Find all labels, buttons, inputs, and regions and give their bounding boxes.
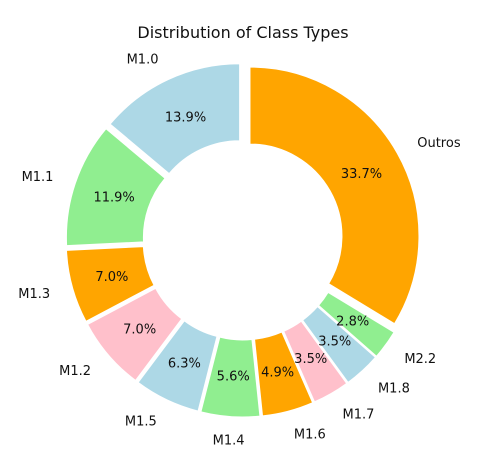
slice-m1-6: [253, 331, 314, 417]
category-label: M1.4: [213, 433, 245, 448]
slice-m1-1: [65, 128, 166, 247]
slice-m2-2: [317, 291, 395, 357]
slice-m1-7: [283, 320, 348, 403]
category-label: M1.1: [22, 170, 54, 185]
percent-label: 6.3%: [168, 357, 201, 372]
category-label: M1.0: [127, 53, 159, 68]
percent-label: 5.6%: [217, 370, 250, 385]
slice-m1-2: [86, 287, 183, 382]
slice-m1-5: [137, 320, 218, 412]
slice-outros: [249, 66, 420, 325]
category-label: Outros: [417, 136, 461, 151]
category-labels-group: Outros M2.2 M1.8M1.7 M1.6 M1.4 M1.5 M1.2 M1.3 M1…: [18, 53, 461, 449]
category-label: M1.3: [18, 287, 50, 302]
category-label: M1.8: [378, 382, 410, 397]
slices-group: [65, 63, 420, 418]
category-label: M1.7: [343, 407, 375, 422]
percent-labels-group: 33.7%2.8%3.5%3.5%4.9%5.6%6.3%7.0%7.0%11.…: [93, 111, 382, 385]
percent-label: 33.7%: [341, 167, 382, 182]
slice-m1-0: [109, 63, 241, 175]
chart-title: Distribution of Class Types: [137, 23, 348, 42]
slice-m1-3: [65, 246, 155, 323]
category-label: M1.6: [294, 427, 326, 442]
percent-label: 3.5%: [318, 334, 351, 349]
percent-label: 7.0%: [123, 322, 156, 337]
category-label: M2.2: [404, 352, 436, 367]
percent-label: 11.9%: [93, 191, 134, 206]
percent-label: 7.0%: [95, 270, 128, 285]
category-label: M1.2: [59, 364, 91, 379]
slice-m1-8: [301, 305, 377, 384]
percent-label: 2.8%: [336, 314, 369, 329]
category-label: M1.5: [125, 414, 157, 429]
slice-m1-4: [200, 336, 261, 418]
percent-label: 13.9%: [165, 111, 206, 126]
percent-label: 4.9%: [261, 366, 294, 381]
percent-label: 3.5%: [294, 352, 327, 367]
